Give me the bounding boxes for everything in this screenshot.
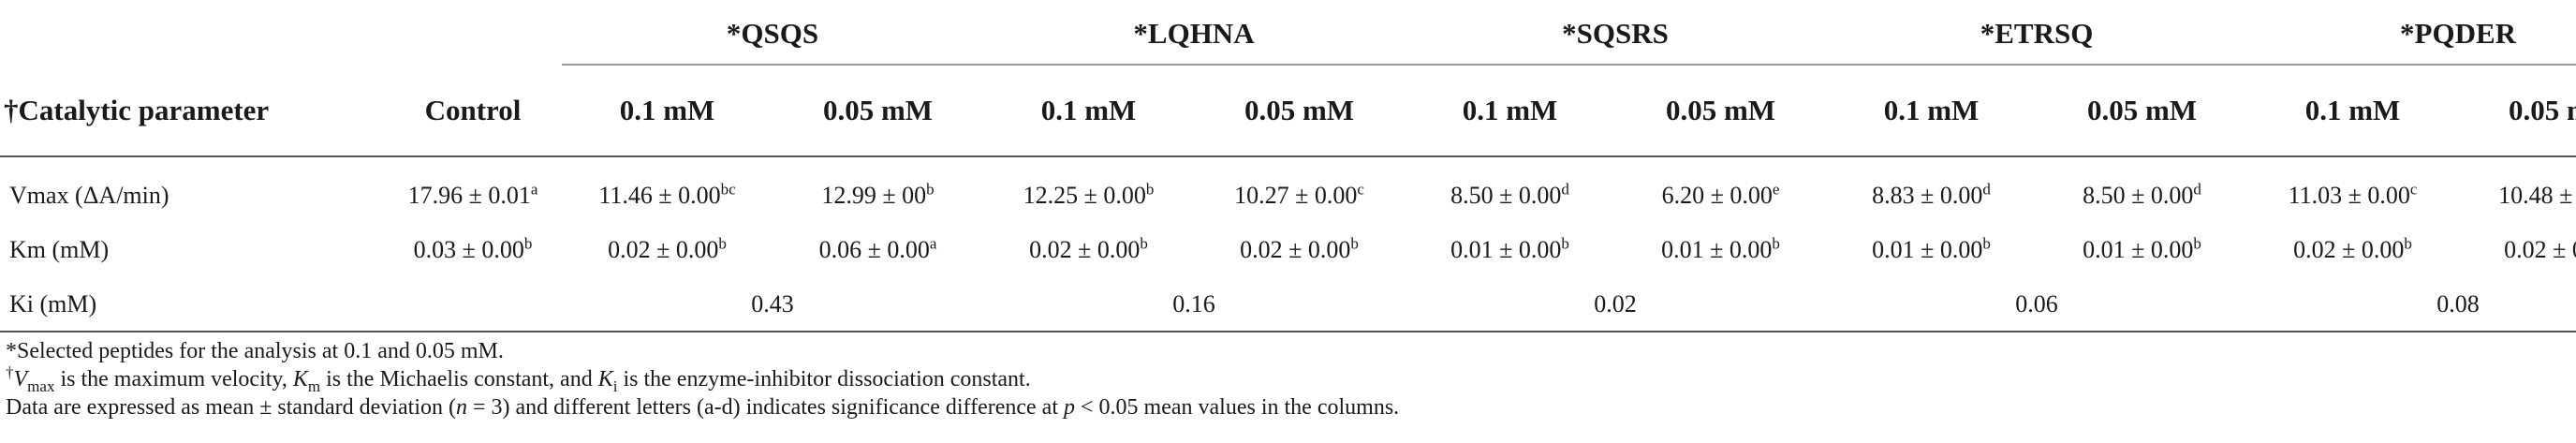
group-label: *SQSRS	[1562, 17, 1669, 50]
data-table-container: *QSQS *LQHNA *SQSRS *ETRSQ *PQDER †Catal…	[0, 0, 2576, 343]
table-cell: 11.46 ± 0.00bc	[598, 180, 736, 209]
conc-header: 0.1 mM	[1462, 94, 1558, 126]
table-cell: 0.01 ± 0.00b	[1661, 234, 1780, 263]
table-cell: 0.02 ± 0.00b	[1029, 234, 1148, 263]
footnote-statistics: Data are expressed as mean ± standard de…	[6, 395, 1400, 420]
table-cell: 0.02 ± 0.00b	[2504, 236, 2576, 263]
table-cell: 0.01 ± 0.00b	[1872, 234, 1991, 263]
catalytic-parameters-table: *QSQS *LQHNA *SQSRS *ETRSQ *PQDER †Catal…	[0, 0, 2576, 343]
control-column-header: Control	[424, 93, 522, 126]
conc-header: 0.05 mM	[2508, 94, 2576, 126]
table-cell: 8.83 ± 0.00d	[1872, 180, 1991, 209]
column-header-row: †Catalytic parameter Control 0.1 mM 0.05…	[0, 65, 2576, 155]
group-label: *QSQS	[726, 17, 819, 50]
conc-header: 0.1 mM	[1883, 94, 1980, 126]
table-cell: 0.01 ± 0.00b	[1450, 234, 1569, 263]
group-label: *ETRSQ	[1980, 17, 2094, 50]
ki-cell: 0.06	[2015, 290, 2058, 317]
table-cell: 8.50 ± 0.00d	[1450, 180, 1569, 209]
table-cell: 10.48 ± 0.00c	[2498, 182, 2576, 209]
table-footnotes: *Selected peptides for the analysis at 0…	[6, 337, 1399, 421]
row-label: Km (mM)	[9, 236, 110, 263]
row-label: Vmax (ΔA/min)	[9, 182, 169, 209]
table-cell: 0.02 ± 0.00b	[2293, 234, 2412, 263]
conc-header: 0.1 mM	[2304, 94, 2401, 126]
ki-cell: 0.43	[751, 290, 794, 317]
conc-header: 0.1 mM	[619, 94, 715, 126]
group-header-pqder: *PQDER	[2247, 0, 2576, 66]
group-header-lqhna: *LQHNA	[983, 0, 1405, 66]
footnote-definitions: †Vmax is the maximum velocity, Km is the…	[6, 363, 1031, 395]
table-cell: 0.01 ± 0.00b	[2083, 234, 2201, 263]
conc-header: 0.05 mM	[1665, 94, 1776, 126]
peptide-group-header-row: *QSQS *LQHNA *SQSRS *ETRSQ *PQDER	[0, 0, 2576, 66]
table-cell: 11.03 ± 0.00c	[2288, 180, 2418, 209]
table-bottom-rule	[0, 331, 2576, 332]
table-cell	[384, 275, 562, 343]
ki-cell: 0.16	[1172, 290, 1215, 317]
ki-cell: 0.02	[1594, 290, 1637, 317]
conc-header: 0.05 mM	[1244, 94, 1355, 126]
table-row: Vmax (ΔA/min) 17.96 ± 0.01a 11.46 ± 0.00…	[0, 156, 2576, 225]
conc-header: 0.05 mM	[822, 94, 934, 126]
group-header-sqsrs: *SQSRS	[1405, 0, 1827, 66]
footnote-selected-peptides: *Selected peptides for the analysis at 0…	[6, 339, 504, 363]
param-column-header: †Catalytic parameter	[4, 93, 270, 126]
conc-header: 0.05 mM	[2086, 94, 2198, 126]
table-row: Km (mM) 0.03 ± 0.00b 0.02 ± 0.00b 0.06 ±…	[0, 225, 2576, 275]
group-header-qsqs: *QSQS	[562, 0, 983, 66]
table-cell: 8.50 ± 0.00d	[2083, 180, 2201, 209]
ki-cell: 0.08	[2436, 290, 2480, 317]
table-cell: 0.06 ± 0.00a	[818, 234, 937, 263]
conc-header: 0.1 mM	[1040, 94, 1137, 126]
table-row: Ki (mM) 0.43 0.16 0.02 0.06 0.08	[0, 275, 2576, 343]
group-label: *LQHNA	[1133, 17, 1255, 50]
table-cell: 0.02 ± 0.00b	[1240, 234, 1359, 263]
table-cell: 10.27 ± 0.00c	[1234, 180, 1364, 209]
row-label: Ki (mM)	[9, 290, 97, 317]
table-cell: 6.20 ± 0.00e	[1661, 180, 1780, 209]
table-cell: 0.03 ± 0.00b	[413, 234, 533, 263]
group-header-etrsq: *ETRSQ	[1826, 0, 2248, 66]
table-cell: 12.25 ± 0.00b	[1023, 180, 1155, 209]
table-cell: 17.96 ± 0.01a	[407, 180, 538, 209]
table-cell: 0.02 ± 0.00b	[608, 234, 727, 263]
table-cell: 12.99 ± 00b	[821, 180, 935, 209]
group-label: *PQDER	[2400, 17, 2517, 50]
